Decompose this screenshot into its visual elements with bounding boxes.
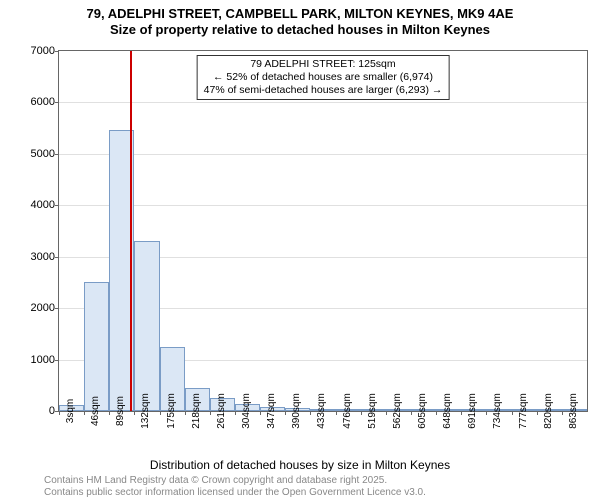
x-tick-mark xyxy=(486,411,487,415)
x-tick-mark xyxy=(361,411,362,415)
footer: Contains HM Land Registry data © Crown c… xyxy=(0,475,600,498)
annotation-line: 79 ADELPHI STREET: 125sqm xyxy=(204,58,443,71)
x-tick-mark xyxy=(310,411,311,415)
y-tick-mark xyxy=(55,51,59,52)
plot-region: 010002000300040005000600070003sqm46sqm89… xyxy=(58,50,588,412)
histogram-bar xyxy=(134,241,159,411)
y-tick-label: 3000 xyxy=(31,251,55,263)
x-tick-label: 304sqm xyxy=(241,393,252,429)
x-tick-mark xyxy=(285,411,286,415)
annotation-line: ← 52% of detached houses are smaller (6,… xyxy=(204,71,443,84)
x-tick-mark xyxy=(235,411,236,415)
x-tick-label: 648sqm xyxy=(442,393,453,429)
x-tick-label: 347sqm xyxy=(266,393,277,429)
x-tick-mark xyxy=(134,411,135,415)
title-line-2: Size of property relative to detached ho… xyxy=(0,22,600,38)
x-tick-mark xyxy=(185,411,186,415)
y-tick-label: 2000 xyxy=(31,302,55,314)
gridline-y xyxy=(59,205,587,206)
y-tick-label: 7000 xyxy=(31,45,55,57)
x-tick-label: 46sqm xyxy=(90,396,101,426)
x-tick-label: 734sqm xyxy=(492,393,503,429)
x-tick-label: 562sqm xyxy=(392,393,403,429)
y-tick-label: 4000 xyxy=(31,199,55,211)
y-tick-mark xyxy=(55,154,59,155)
x-tick-mark xyxy=(461,411,462,415)
x-tick-label: 261sqm xyxy=(216,393,227,429)
x-tick-label: 476sqm xyxy=(342,393,353,429)
annotation-line: 47% of semi-detached houses are larger (… xyxy=(204,84,443,97)
x-axis-label: Distribution of detached houses by size … xyxy=(0,458,600,472)
gridline-y xyxy=(59,102,587,103)
x-tick-label: 820sqm xyxy=(543,393,554,429)
x-tick-label: 390sqm xyxy=(291,393,302,429)
footer-line-2: Contains public sector information licen… xyxy=(44,487,600,499)
x-tick-label: 175sqm xyxy=(166,393,177,429)
x-tick-mark xyxy=(210,411,211,415)
x-tick-label: 777sqm xyxy=(518,393,529,429)
chart-title: 79, ADELPHI STREET, CAMPBELL PARK, MILTO… xyxy=(0,0,600,39)
x-tick-mark xyxy=(84,411,85,415)
y-tick-label: 6000 xyxy=(31,96,55,108)
x-tick-mark xyxy=(160,411,161,415)
y-tick-mark xyxy=(55,360,59,361)
property-marker-annotation: 79 ADELPHI STREET: 125sqm← 52% of detach… xyxy=(197,55,450,100)
x-tick-mark xyxy=(336,411,337,415)
x-tick-mark xyxy=(260,411,261,415)
chart-area: Number of detached properties 0100020003… xyxy=(0,44,600,472)
x-tick-mark xyxy=(386,411,387,415)
y-tick-mark xyxy=(55,308,59,309)
y-tick-label: 1000 xyxy=(31,354,55,366)
x-tick-mark xyxy=(512,411,513,415)
property-marker-line xyxy=(130,51,132,411)
plot-inner: 010002000300040005000600070003sqm46sqm89… xyxy=(58,50,588,412)
x-tick-label: 519sqm xyxy=(367,393,378,429)
x-tick-mark xyxy=(59,411,60,415)
x-tick-mark xyxy=(562,411,563,415)
x-tick-label: 691sqm xyxy=(467,393,478,429)
y-tick-mark xyxy=(55,205,59,206)
x-tick-label: 218sqm xyxy=(191,393,202,429)
histogram-bar xyxy=(84,282,109,411)
x-tick-label: 433sqm xyxy=(316,393,327,429)
x-tick-label: 89sqm xyxy=(115,396,126,426)
y-tick-label: 5000 xyxy=(31,148,55,160)
x-tick-label: 605sqm xyxy=(417,393,428,429)
x-tick-mark xyxy=(436,411,437,415)
x-tick-mark xyxy=(537,411,538,415)
title-line-1: 79, ADELPHI STREET, CAMPBELL PARK, MILTO… xyxy=(0,6,600,22)
x-tick-label: 3sqm xyxy=(65,399,76,423)
x-tick-label: 132sqm xyxy=(140,393,151,429)
x-tick-mark xyxy=(411,411,412,415)
x-tick-mark xyxy=(109,411,110,415)
gridline-y xyxy=(59,154,587,155)
y-tick-mark xyxy=(55,102,59,103)
y-tick-mark xyxy=(55,257,59,258)
x-tick-label: 863sqm xyxy=(568,393,579,429)
footer-line-1: Contains HM Land Registry data © Crown c… xyxy=(44,475,600,487)
